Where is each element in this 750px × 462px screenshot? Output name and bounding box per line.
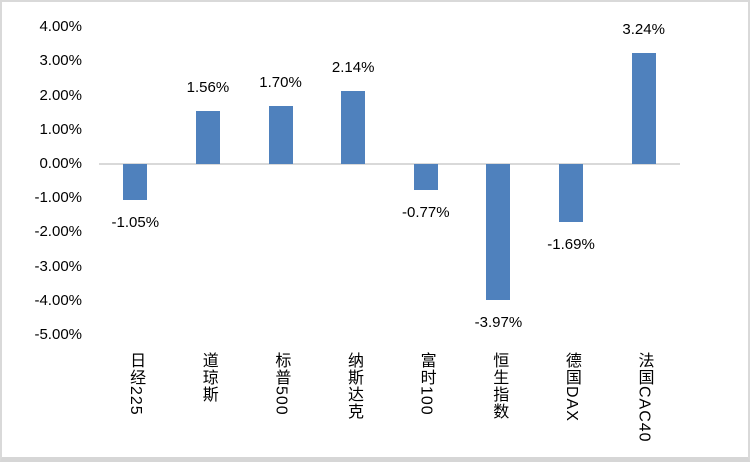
bar: [195, 110, 220, 164]
data-label: 3.24%: [622, 21, 665, 39]
category-label: 纳斯达克: [344, 352, 362, 420]
data-label: 2.14%: [331, 58, 375, 76]
category-label: 恒生指数: [490, 352, 508, 420]
y-axis-tick-label: -1.00%: [34, 189, 82, 207]
category-label: 德国DAX: [562, 352, 580, 422]
data-label: -1.69%: [547, 235, 595, 253]
x-axis-line: [99, 163, 680, 165]
y-axis-tick-label: -5.00%: [34, 326, 82, 343]
data-label: 1.70%: [259, 73, 302, 91]
y-axis-tick-label: 4.00%: [39, 18, 82, 36]
y-axis-tick-label: 3.00%: [39, 52, 82, 70]
bar: [631, 53, 656, 164]
y-axis-tick-label: -4.00%: [34, 291, 82, 309]
category-label: 道琼斯: [199, 352, 217, 403]
category-label: 日经225: [127, 352, 145, 416]
data-label: 1.56%: [186, 78, 230, 96]
category-label: 富时100: [417, 352, 435, 416]
bar: [413, 164, 438, 191]
bar: [559, 164, 584, 222]
data-label: -0.77%: [402, 204, 450, 222]
y-axis-tick-label: -3.00%: [34, 257, 82, 275]
y-axis-tick-label: 0.00%: [39, 155, 82, 172]
y-axis-tick-label: 2.00%: [39, 86, 82, 104]
bar: [486, 164, 511, 300]
category-label: 标普500: [272, 352, 290, 416]
y-axis-tick-label: -2.00%: [34, 223, 82, 241]
bar: [268, 105, 293, 164]
y-axis-tick-label: 1.00%: [39, 120, 82, 138]
bar: [123, 164, 148, 200]
bar: [341, 90, 366, 164]
data-label: -3.97%: [474, 313, 523, 331]
data-label: -1.05%: [111, 213, 160, 231]
category-label: 法国CAC40: [635, 352, 653, 443]
